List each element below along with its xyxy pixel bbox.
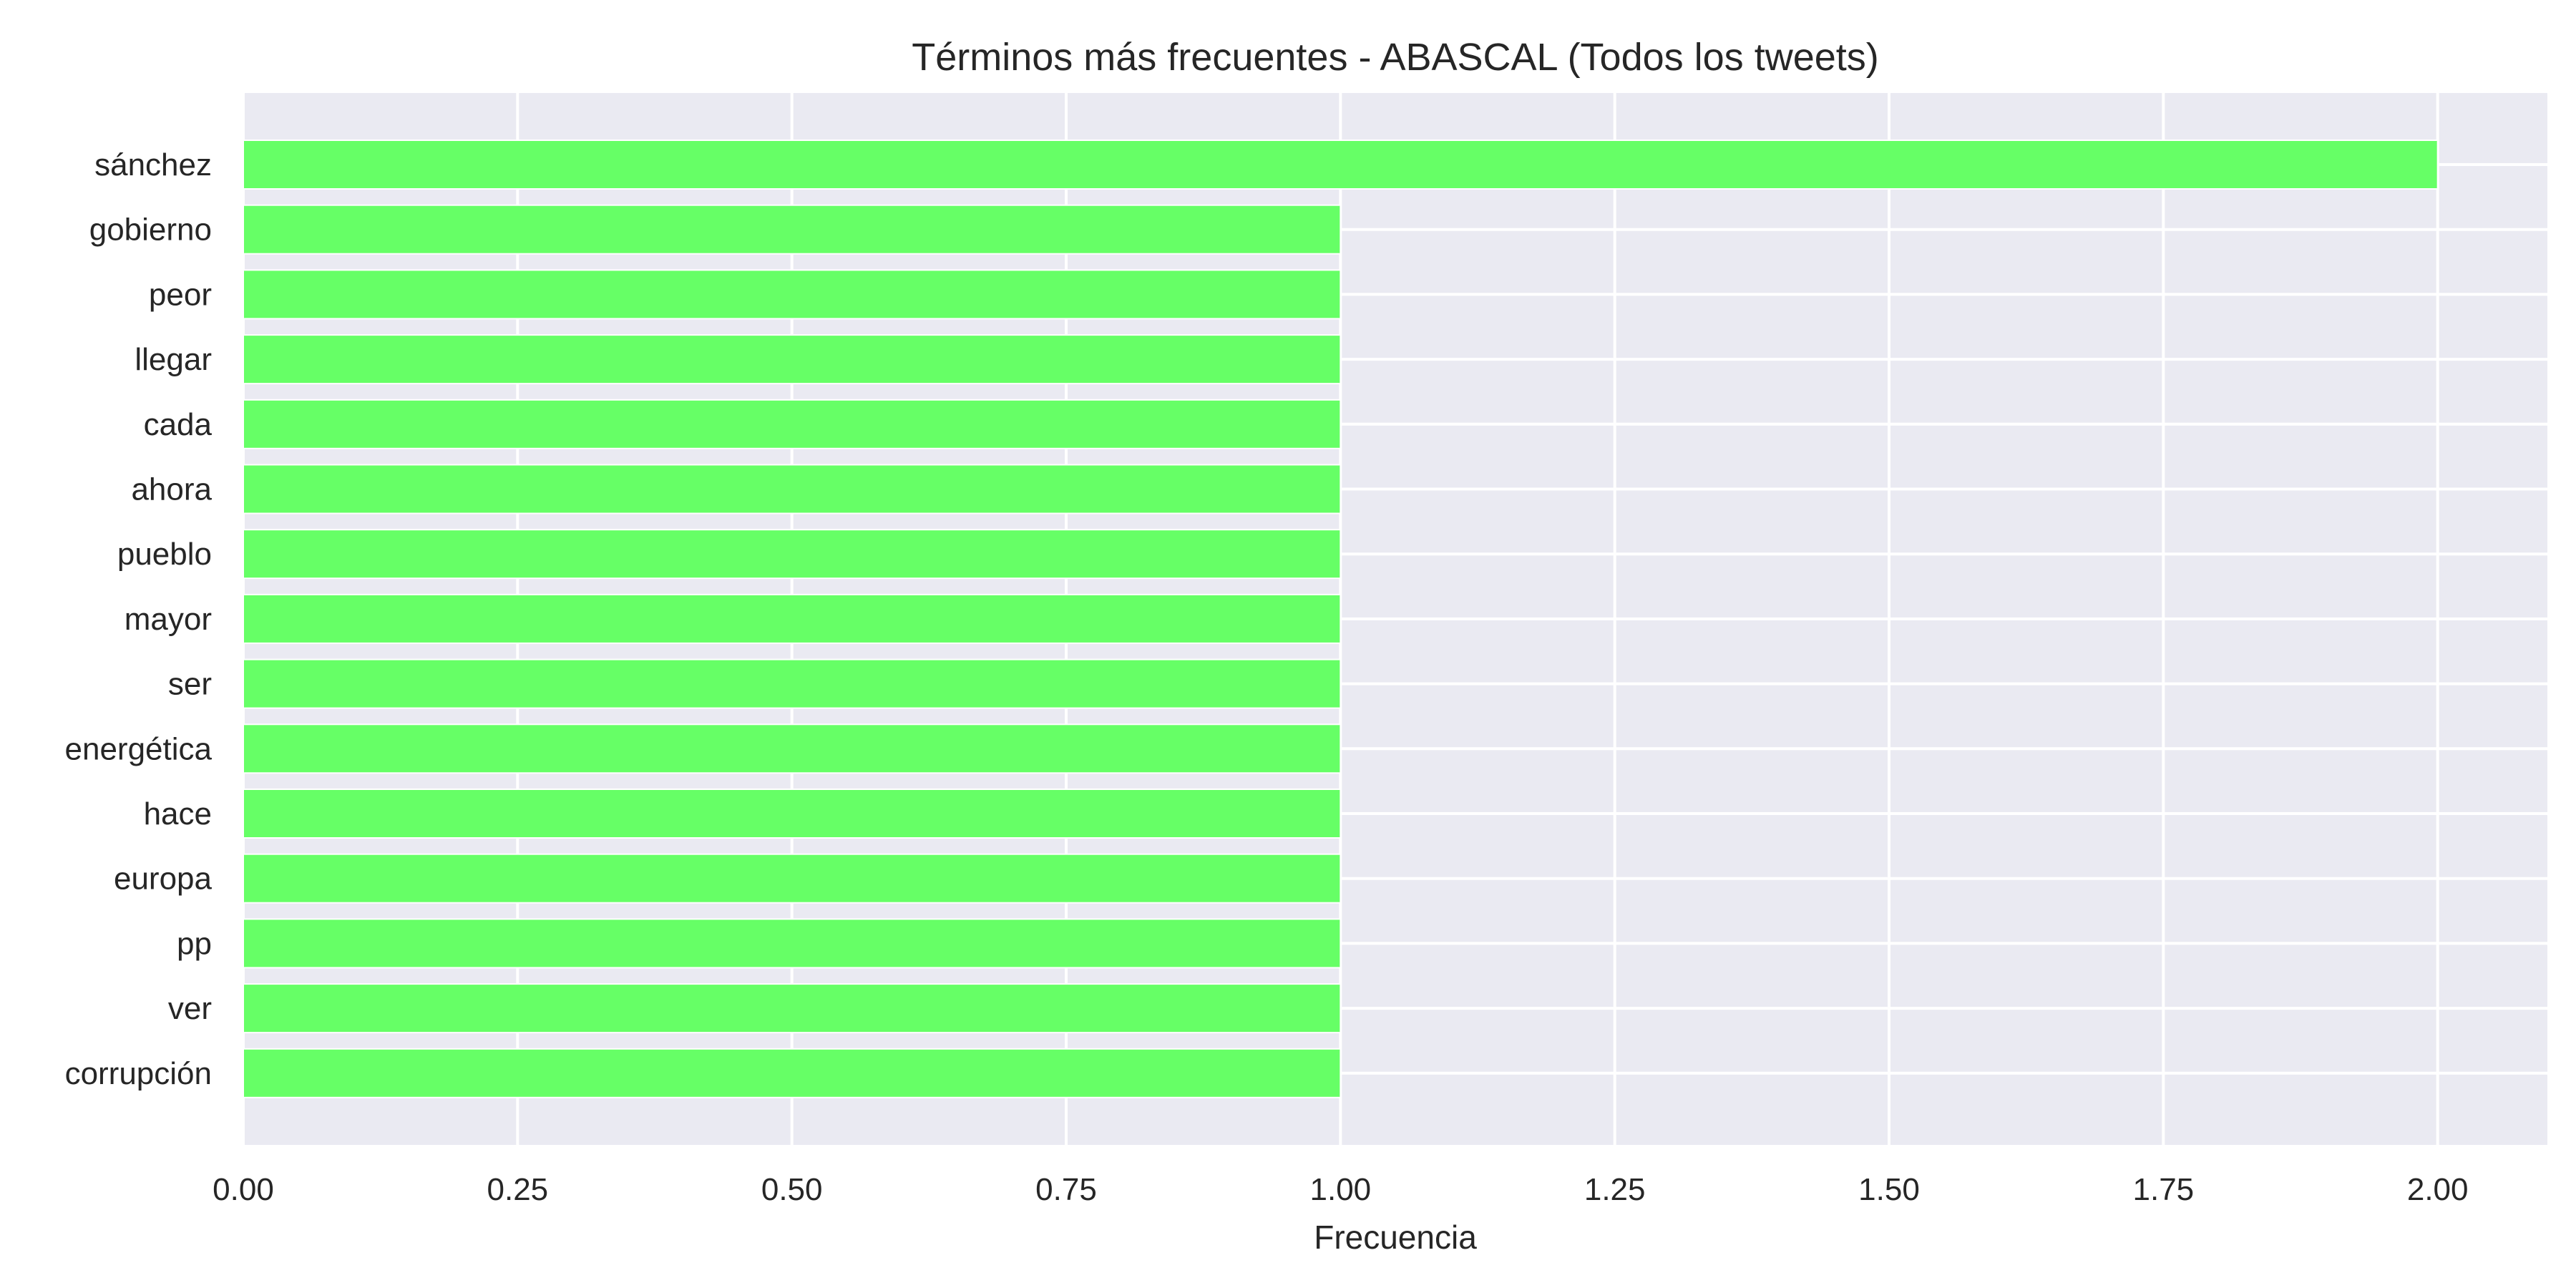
y-tick-labels: sánchez gobierno peor llegar cada ahora pueblo… — [65, 147, 213, 1091]
y-tick-label: llegar — [135, 342, 212, 377]
bar-5 — [243, 464, 1342, 514]
bar-13 — [243, 983, 1342, 1034]
x-tick-label: 1.25 — [1584, 1172, 1646, 1207]
bar-2 — [243, 269, 1342, 320]
y-tick-label: europa — [114, 862, 213, 897]
bar-12 — [243, 918, 1342, 969]
bar-1 — [243, 204, 1342, 255]
x-tick-label: 0.25 — [487, 1172, 549, 1207]
x-axis-label: Frecuencia — [1314, 1219, 1477, 1256]
y-tick-label: pp — [177, 926, 212, 961]
x-tick-labels: 0.00 0.25 0.50 0.75 1.00 1.25 1.50 1.75 2.00 — [213, 1172, 2468, 1207]
y-tick-label: ahora — [131, 472, 212, 507]
x-tick-label: 1.75 — [2133, 1172, 2195, 1207]
bar-11 — [243, 853, 1342, 904]
bar-10 — [243, 789, 1342, 839]
bar-3 — [243, 334, 1342, 385]
bar-14 — [243, 1048, 1342, 1098]
x-tick-label: 0.50 — [761, 1172, 823, 1207]
y-tick-label: energética — [65, 731, 213, 766]
y-tick-label: corrupción — [65, 1056, 212, 1091]
bar-9 — [243, 723, 1342, 774]
y-tick-label: peor — [149, 277, 212, 312]
bar-0 — [243, 140, 2439, 190]
x-tick-label: 2.00 — [2407, 1172, 2469, 1207]
bar-4 — [243, 399, 1342, 449]
bar-8 — [243, 658, 1342, 709]
y-tick-label: pueblo — [117, 537, 212, 572]
y-tick-label: ver — [168, 991, 212, 1026]
chart-title: Términos más frecuentes - ABASCAL (Todos… — [912, 36, 1879, 79]
bar-6 — [243, 529, 1342, 580]
y-tick-label: mayor — [125, 602, 212, 637]
bar-7 — [243, 593, 1342, 644]
x-tick-label: 0.00 — [213, 1172, 274, 1207]
y-tick-label: hace — [144, 796, 212, 831]
y-tick-label: ser — [168, 667, 212, 702]
y-tick-label: gobierno — [89, 213, 212, 248]
x-tick-label: 0.75 — [1035, 1172, 1097, 1207]
y-tick-label: cada — [144, 407, 213, 442]
bars — [243, 140, 2439, 1098]
x-tick-label: 1.00 — [1310, 1172, 1372, 1207]
x-tick-label: 1.50 — [1858, 1172, 1920, 1207]
y-tick-label: sánchez — [94, 147, 212, 182]
